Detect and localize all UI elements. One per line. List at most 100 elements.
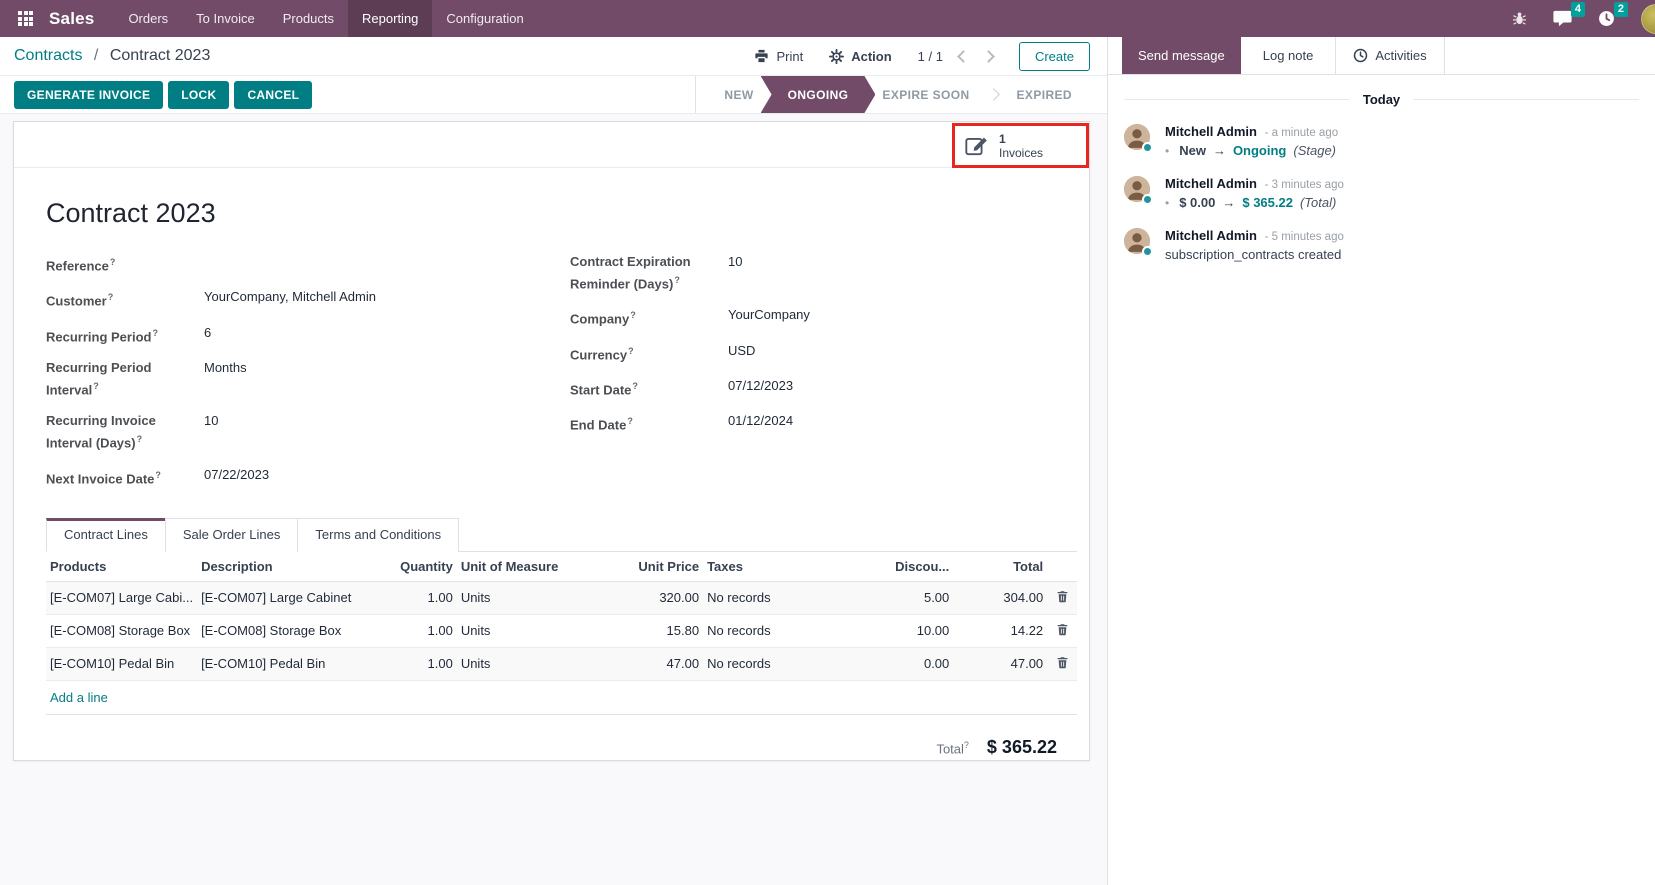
main-panel: Contracts / Contract 2023 Print Action 1…: [0, 37, 1108, 885]
delete-row-button[interactable]: [1047, 581, 1077, 614]
cell-description[interactable]: [E-COM10] Pedal Bin: [201, 656, 326, 672]
col-products[interactable]: Products: [46, 551, 198, 582]
cell-uom[interactable]: Units: [460, 623, 491, 639]
delete-row-button[interactable]: [1047, 647, 1077, 680]
field-label: Recurring Period Interval: [46, 359, 152, 398]
debug-bug-icon[interactable]: [1512, 11, 1527, 26]
avatar[interactable]: [1124, 124, 1153, 153]
stage-ongoing[interactable]: ONGOING: [761, 76, 876, 113]
cell-unit-price[interactable]: 15.80: [666, 623, 700, 639]
add-a-line-link[interactable]: Add a line: [46, 679, 1077, 714]
help-tooltip-marker: ?: [93, 380, 99, 391]
avatar[interactable]: [1124, 228, 1153, 257]
col-unit-of-measure[interactable]: Unit of Measure: [456, 551, 611, 582]
cell-total[interactable]: 304.00: [1003, 590, 1044, 606]
stage-expire-soon[interactable]: EXPIRE SOON: [882, 87, 970, 102]
cell-discount[interactable]: 5.00: [923, 590, 950, 606]
cancel-button[interactable]: CANCEL: [234, 80, 313, 109]
col-unit-price[interactable]: Unit Price: [610, 551, 704, 582]
cell-uom[interactable]: Units: [460, 590, 491, 606]
cell-discount[interactable]: 0.00: [923, 656, 950, 672]
send-message-button[interactable]: Send message: [1122, 37, 1241, 74]
table-header-row: Products Description Quantity Unit of Me…: [46, 551, 1077, 582]
cell-uom[interactable]: Units: [460, 656, 491, 672]
app-name[interactable]: Sales: [49, 8, 95, 28]
avatar[interactable]: [1124, 176, 1153, 205]
nav-item-configuration[interactable]: Configuration: [446, 11, 524, 26]
table-row[interactable]: [E-COM08] Storage Box [E-COM08] Storage …: [46, 614, 1077, 647]
activities-button[interactable]: Activities: [1335, 37, 1445, 74]
col-total[interactable]: Total: [953, 551, 1048, 582]
pager-previous-icon[interactable]: [957, 49, 970, 63]
col-delete: [1047, 551, 1077, 582]
col-description[interactable]: Description: [197, 551, 397, 582]
delete-row-button[interactable]: [1047, 614, 1077, 647]
nav-item-reporting[interactable]: Reporting: [348, 0, 433, 37]
message-author[interactable]: Mitchell Admin: [1165, 124, 1257, 139]
cell-product[interactable]: [E-COM10] Pedal Bin: [50, 656, 175, 672]
cell-taxes[interactable]: No records: [707, 656, 771, 672]
col-taxes[interactable]: Taxes: [703, 551, 857, 582]
field-value[interactable]: 10: [728, 254, 743, 269]
cell-discount[interactable]: 10.00: [916, 623, 950, 639]
pager-next-icon[interactable]: [982, 49, 995, 63]
table-row[interactable]: [E-COM10] Pedal Bin [E-COM10] Pedal Bin …: [46, 647, 1077, 680]
stage-expired[interactable]: EXPIRED: [1016, 87, 1072, 102]
cell-taxes[interactable]: No records: [707, 623, 771, 639]
apps-menu-button[interactable]: [8, 0, 39, 37]
tab-sale-order-lines[interactable]: Sale Order Lines: [164, 517, 298, 552]
breadcrumb-contracts-link[interactable]: Contracts: [14, 47, 83, 64]
cell-product[interactable]: [E-COM08] Storage Box: [50, 623, 191, 639]
cell-total[interactable]: 47.00: [1010, 656, 1044, 672]
action-button[interactable]: Action: [829, 48, 892, 64]
cell-description[interactable]: [E-COM08] Storage Box: [201, 623, 342, 639]
invoices-stat-button[interactable]: 1 Invoices: [955, 126, 1086, 165]
cell-description[interactable]: [E-COM07] Large Cabinet: [201, 590, 352, 606]
cell-quantity[interactable]: 1.00: [427, 656, 453, 672]
activities-clock-icon[interactable]: 2: [1598, 2, 1628, 27]
field-next-invoice-date: Next Invoice Date? 07/22/2023: [46, 466, 538, 488]
stage-new[interactable]: NEW: [724, 87, 754, 102]
nav-item-to-invoice[interactable]: To Invoice: [196, 11, 255, 26]
log-note-tab[interactable]: Log note: [1262, 48, 1314, 63]
tab-contract-lines[interactable]: Contract Lines: [46, 517, 165, 552]
col-quantity[interactable]: Quantity: [396, 551, 457, 582]
page-title[interactable]: Contract 2023: [46, 198, 216, 228]
lock-button[interactable]: LOCK: [168, 80, 230, 109]
tab-terms-and-conditions[interactable]: Terms and Conditions: [297, 517, 460, 552]
message-author[interactable]: Mitchell Admin: [1165, 228, 1257, 243]
cell-unit-price[interactable]: 47.00: [666, 656, 700, 672]
print-button[interactable]: Print: [754, 49, 803, 64]
field-value[interactable]: [204, 253, 538, 275]
breadcrumb: Contracts / Contract 2023: [14, 47, 210, 65]
create-button[interactable]: Create: [1018, 41, 1090, 71]
field-value[interactable]: 01/12/2024: [728, 413, 794, 429]
form-statusbar-row: GENERATE INVOICE LOCK CANCEL NEW ONGOING…: [0, 76, 1107, 114]
field-value[interactable]: 10: [204, 413, 219, 429]
cell-quantity[interactable]: 1.00: [427, 623, 453, 639]
user-avatar[interactable]: [1641, 3, 1655, 34]
messages-icon[interactable]: 4: [1553, 2, 1585, 27]
field-value[interactable]: 07/12/2023: [728, 377, 794, 393]
trash-icon: [1057, 591, 1067, 603]
field-value[interactable]: USD: [728, 342, 756, 358]
field-value[interactable]: 07/22/2023: [204, 466, 270, 482]
generate-invoice-button[interactable]: GENERATE INVOICE: [14, 80, 164, 109]
field-recurring-period: Recurring Period? 6: [46, 324, 538, 346]
field-value[interactable]: Months: [204, 359, 247, 375]
cell-quantity[interactable]: 1.00: [427, 590, 453, 606]
cell-product[interactable]: [E-COM07] Large Cabi...: [50, 590, 194, 606]
nav-item-products[interactable]: Products: [282, 11, 335, 26]
col-discount[interactable]: Discou...: [856, 551, 954, 582]
field-value[interactable]: 6: [204, 324, 212, 340]
cell-taxes[interactable]: No records: [707, 590, 771, 606]
cell-unit-price[interactable]: 320.00: [659, 590, 700, 606]
table-row[interactable]: [E-COM07] Large Cabi... [E-COM07] Large …: [46, 581, 1077, 615]
nav-item-orders[interactable]: Orders: [128, 11, 169, 26]
message-author[interactable]: Mitchell Admin: [1165, 176, 1257, 191]
messages-count-badge: 4: [1570, 2, 1585, 17]
field-value[interactable]: YourCompany, Mitchell Admin: [204, 289, 376, 305]
cell-total[interactable]: 14.22: [1010, 623, 1044, 639]
help-tooltip-marker: ?: [630, 310, 636, 321]
field-value[interactable]: YourCompany: [728, 307, 810, 323]
